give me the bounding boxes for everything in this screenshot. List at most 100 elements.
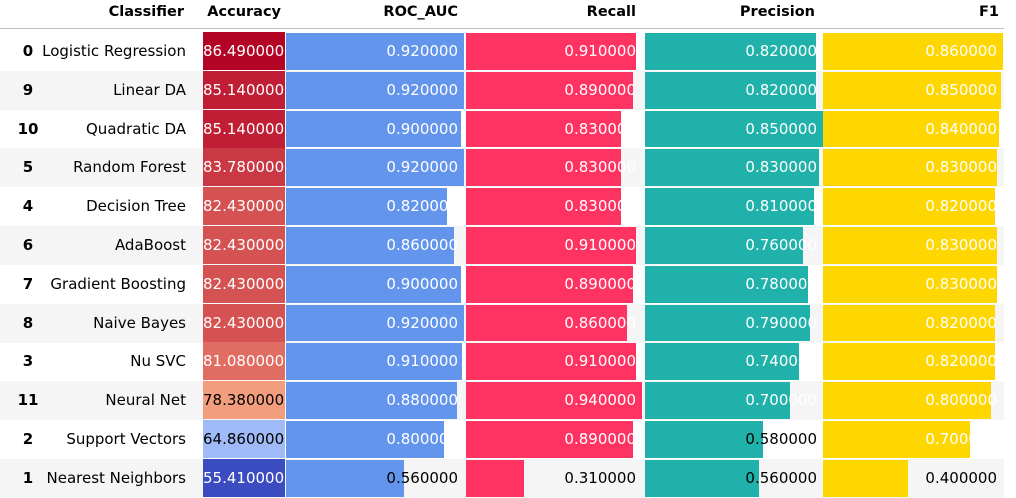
recall-value: 0.830000: [564, 197, 636, 216]
header-classifier: Classifier: [108, 4, 184, 20]
f1-bar: [823, 227, 997, 264]
roc-auc-value: 0.820000: [386, 197, 458, 216]
f1-value: 0.700000: [925, 430, 997, 448]
f1-value: 0.830000: [925, 236, 997, 254]
accuracy-cell: 64.860000: [203, 420, 285, 458]
row-index: 8: [22, 313, 34, 332]
recall-bar: [466, 304, 627, 342]
f1-value: 0.800000: [925, 391, 997, 410]
f1-value: 0.820000: [925, 352, 997, 371]
f1-bar: [823, 265, 997, 303]
precision-bar: [645, 382, 790, 419]
roc-auc-bar: [286, 110, 461, 148]
precision-value: 0.580000: [745, 430, 817, 448]
recall-value: 0.890000: [564, 80, 636, 99]
f1-value: 0.400000: [925, 468, 997, 487]
recall-bar: [466, 421, 633, 458]
row-index: 6: [22, 236, 34, 254]
precision-value: 0.810000: [745, 197, 817, 216]
roc-auc-bar: [286, 343, 463, 381]
f1-value: 0.820000: [925, 197, 997, 216]
precision-value: 0.790000: [745, 313, 817, 332]
roc-auc-bar: [286, 421, 444, 458]
classifier-name: Decision Tree: [86, 197, 186, 216]
accuracy-cell: 86.490000: [203, 32, 285, 70]
header-recall: Recall: [586, 4, 636, 20]
roc-auc-bar: [286, 188, 448, 225]
roc-auc-bar: [286, 304, 464, 342]
recall-bar: [466, 110, 622, 148]
accuracy-cell: 82.430000: [203, 303, 285, 342]
precision-bar: [645, 33, 817, 70]
roc-auc-value: 0.920000: [386, 80, 458, 99]
recall-bar: [466, 382, 642, 419]
f1-bar: [823, 188, 995, 225]
accuracy-cell: 55.410000: [203, 458, 285, 497]
precision-value: 0.820000: [745, 42, 817, 60]
header-divider: [0, 28, 1004, 29]
classifier-name: Support Vectors: [66, 430, 186, 448]
precision-bar: [645, 459, 759, 497]
roc-auc-bar: [286, 459, 404, 497]
roc-auc-bar: [286, 71, 464, 109]
accuracy-cell: 78.380000: [203, 381, 285, 420]
roc-auc-bar: [286, 149, 464, 187]
roc-auc-bar: [286, 33, 464, 70]
f1-bar: [823, 459, 908, 497]
precision-bar: [645, 149, 819, 187]
recall-bar: [466, 149, 622, 187]
recall-value: 0.910000: [564, 42, 636, 60]
f1-value: 0.860000: [925, 42, 997, 60]
recall-bar: [466, 33, 637, 70]
precision-bar: [645, 188, 815, 225]
f1-value: 0.850000: [925, 80, 997, 99]
precision-bar: [645, 110, 823, 148]
row-index: 1: [22, 468, 34, 487]
recall-bar: [466, 265, 633, 303]
classifier-name: AdaBoost: [114, 236, 186, 254]
recall-value: 0.910000: [564, 352, 636, 371]
accuracy-cell: 82.430000: [203, 226, 285, 264]
f1-bar: [823, 382, 991, 419]
precision-value: 0.830000: [745, 158, 817, 177]
classifier-name: Naive Bayes: [93, 313, 186, 332]
precision-bar: [645, 421, 764, 458]
roc-auc-value: 0.920000: [386, 42, 458, 60]
f1-bar: [823, 421, 970, 458]
classifier-name: Random Forest: [73, 158, 186, 177]
recall-value: 0.940000: [564, 391, 636, 410]
precision-bar: [645, 343, 799, 381]
row-index: 3: [22, 352, 34, 371]
recall-value: 0.830000: [564, 119, 636, 138]
roc-auc-bar: [286, 265, 461, 303]
row-index: 7: [22, 274, 34, 293]
accuracy-cell: 85.140000: [203, 70, 285, 109]
row-index: 11: [17, 391, 39, 410]
precision-value: 0.780000: [745, 274, 817, 293]
row-index: 4: [22, 197, 34, 216]
accuracy-cell: 82.430000: [203, 264, 285, 303]
recall-value: 0.860000: [564, 313, 636, 332]
f1-bar: [823, 110, 999, 148]
roc-auc-value: 0.880000: [386, 391, 458, 410]
recall-value: 0.910000: [564, 236, 636, 254]
roc-auc-value: 0.860000: [386, 236, 458, 254]
row-index: 0: [22, 42, 34, 60]
recall-bar: [466, 71, 633, 109]
accuracy-cell: 85.140000: [203, 109, 285, 148]
recall-value: 0.890000: [564, 430, 636, 448]
precision-bar: [645, 227, 804, 264]
recall-value: 0.310000: [564, 468, 636, 487]
classifier-name: Nearest Neighbors: [46, 468, 187, 487]
row-index: 10: [17, 119, 39, 138]
accuracy-cell: 82.430000: [203, 187, 285, 226]
precision-value: 0.820000: [745, 80, 817, 99]
header-f1: F1: [979, 4, 999, 20]
accuracy-cell: 83.780000: [203, 148, 285, 187]
precision-value: 0.850000: [745, 119, 817, 138]
roc-auc-value: 0.920000: [386, 158, 458, 177]
f1-bar: [823, 33, 1003, 70]
roc-auc-value: 0.900000: [386, 274, 458, 293]
recall-bar: [466, 227, 637, 264]
precision-value: 0.560000: [745, 468, 817, 487]
